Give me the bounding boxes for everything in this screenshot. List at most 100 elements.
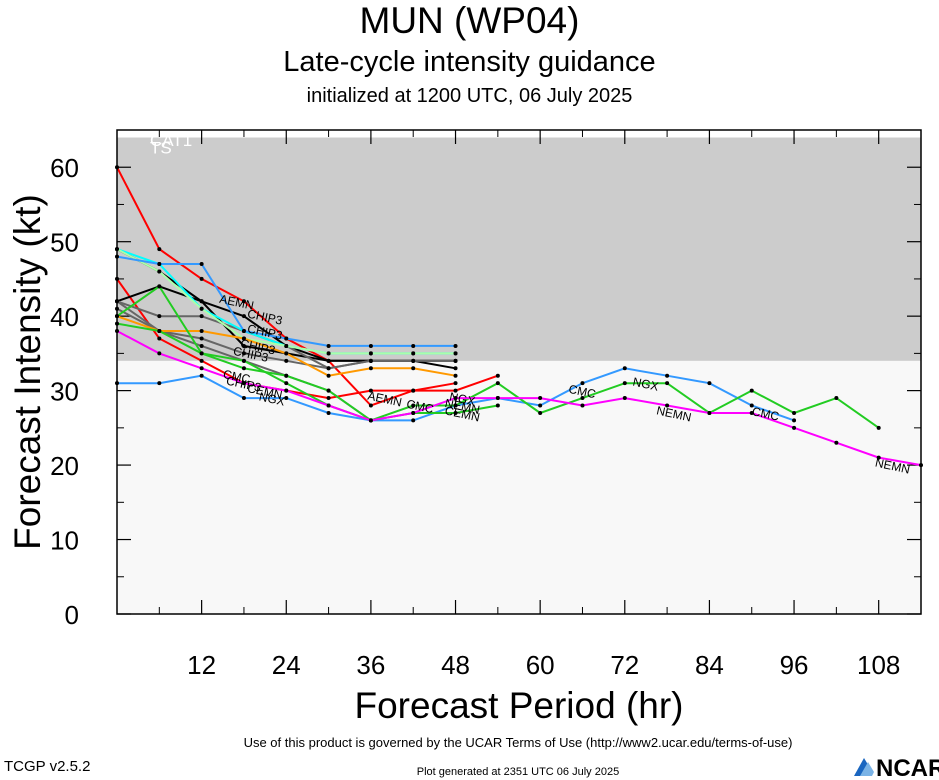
data-point [495, 373, 500, 378]
data-point [792, 410, 797, 415]
data-point [368, 366, 373, 371]
model-lines [115, 165, 923, 468]
x-tick-label: 24 [272, 650, 301, 680]
init-time: initialized at 1200 UTC, 06 July 2025 [306, 85, 633, 107]
data-point [199, 358, 204, 363]
data-point [284, 388, 289, 393]
data-point [411, 358, 416, 363]
data-point [157, 336, 162, 341]
data-point [368, 388, 373, 393]
data-point [326, 351, 331, 356]
series-label: NGX [448, 389, 476, 408]
data-point [622, 396, 627, 401]
data-point [495, 403, 500, 408]
data-point [326, 388, 331, 393]
data-point [538, 396, 543, 401]
data-point [495, 381, 500, 386]
chart-subtitle: Late-cycle intensity guidance [283, 46, 656, 78]
data-point [453, 403, 458, 408]
chart-title: MUN (WP04) [359, 0, 580, 41]
data-point [453, 373, 458, 378]
data-point [157, 351, 162, 356]
data-point [538, 410, 543, 415]
data-point [326, 373, 331, 378]
data-point [792, 425, 797, 430]
band-label: CAT1 [150, 131, 192, 150]
data-point [411, 410, 416, 415]
data-point [157, 284, 162, 289]
y-tick-label: 60 [50, 153, 79, 183]
data-point [411, 366, 416, 371]
data-point [241, 336, 246, 341]
svg-text:NCAR: NCAR [876, 755, 939, 780]
data-point [199, 314, 204, 319]
series-label: NGX [632, 375, 660, 394]
data-point [199, 276, 204, 281]
data-point [199, 336, 204, 341]
data-point [411, 343, 416, 348]
y-tick-label: 30 [50, 377, 79, 407]
x-tick-label: 108 [857, 650, 900, 680]
data-point [199, 299, 204, 304]
x-tick-label: 84 [695, 650, 724, 680]
data-point [241, 343, 246, 348]
data-point [157, 314, 162, 319]
intensity-band [117, 360, 921, 614]
data-point [326, 366, 331, 371]
data-point [241, 329, 246, 334]
ncar-logo: NCAR [854, 755, 939, 780]
x-tick-label: 60 [526, 650, 555, 680]
data-point [326, 358, 331, 363]
band-label: TS [150, 138, 172, 157]
data-point [749, 410, 754, 415]
x-tick-label: 12 [187, 650, 216, 680]
data-point [453, 366, 458, 371]
data-point [411, 403, 416, 408]
data-point [368, 403, 373, 408]
data-point [368, 418, 373, 423]
data-point [622, 366, 627, 371]
data-point [665, 373, 670, 378]
data-point [580, 403, 585, 408]
y-tick-label: 10 [50, 526, 79, 556]
data-point [284, 373, 289, 378]
data-point [453, 381, 458, 386]
y-tick-label: 20 [50, 451, 79, 481]
data-point [241, 358, 246, 363]
data-point [453, 343, 458, 348]
intensity-band [117, 137, 921, 361]
data-point [834, 396, 839, 401]
data-point [495, 396, 500, 401]
data-point [157, 329, 162, 334]
data-point [326, 396, 331, 401]
data-point [284, 396, 289, 401]
data-point [411, 418, 416, 423]
data-point [792, 418, 797, 423]
data-point [199, 329, 204, 334]
x-axis-label: Forecast Period (hr) [355, 685, 684, 726]
data-point [876, 455, 881, 460]
data-point [326, 343, 331, 348]
x-tick-label: 48 [441, 650, 470, 680]
data-point [241, 396, 246, 401]
data-point [368, 358, 373, 363]
data-point [199, 373, 204, 378]
data-point [368, 351, 373, 356]
chart-ticks [117, 130, 921, 615]
axis-labels: 12 24 36 48 60 72 84 96 1080102030405060Forecast… [7, 153, 900, 726]
data-point [453, 358, 458, 363]
data-point [199, 262, 204, 267]
data-point [241, 299, 246, 304]
x-tick-label: 36 [356, 650, 385, 680]
data-point [284, 351, 289, 356]
data-point [749, 403, 754, 408]
data-point [453, 410, 458, 415]
data-point [453, 396, 458, 401]
data-point [157, 262, 162, 267]
data-point [284, 358, 289, 363]
data-point [241, 366, 246, 371]
data-point [665, 403, 670, 408]
series-label: CMC [405, 397, 435, 416]
